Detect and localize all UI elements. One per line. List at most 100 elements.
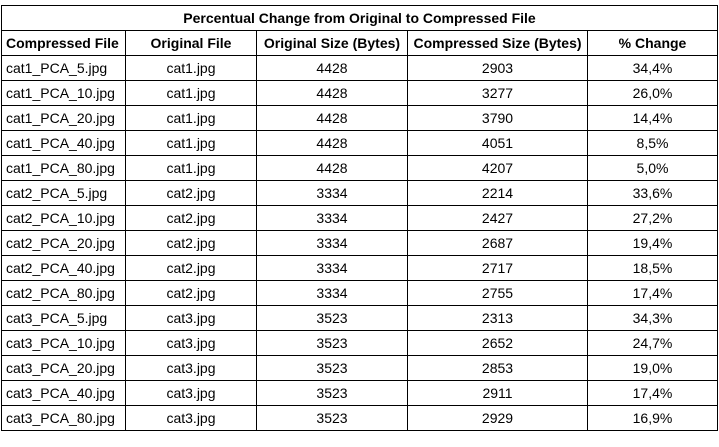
table-row: cat2_PCA_20.jpg cat2.jpg 3334 2687 19,4%: [1, 230, 718, 256]
cell-compressed-file: cat3_PCA_5.jpg: [1, 305, 126, 331]
cell-original-file: cat3.jpg: [125, 355, 257, 381]
cell-percent-change: 26,0%: [587, 80, 718, 106]
cell-percent-change: 16,9%: [587, 405, 718, 431]
cell-percent-change: 24,7%: [587, 330, 718, 356]
cell-percent-change: 5,0%: [587, 155, 718, 181]
cell-compressed-size: 2214: [407, 180, 588, 206]
table-row: cat2_PCA_80.jpg cat2.jpg 3334 2755 17,4%: [1, 280, 718, 306]
cell-compressed-size: 2427: [407, 205, 588, 231]
cell-compressed-file: cat1_PCA_5.jpg: [1, 55, 126, 81]
cell-compressed-file: cat1_PCA_20.jpg: [1, 105, 126, 131]
cell-compressed-size: 4207: [407, 155, 588, 181]
cell-original-size: 3523: [256, 405, 408, 431]
cell-original-size: 4428: [256, 155, 408, 181]
cell-compressed-file: cat2_PCA_5.jpg: [1, 180, 126, 206]
cell-percent-change: 19,4%: [587, 230, 718, 256]
cell-compressed-size: 2652: [407, 330, 588, 356]
cell-original-size: 4428: [256, 105, 408, 131]
cell-percent-change: 17,4%: [587, 280, 718, 306]
cell-original-size: 4428: [256, 55, 408, 81]
table-row: cat2_PCA_5.jpg cat2.jpg 3334 2214 33,6%: [1, 180, 718, 206]
cell-original-size: 3334: [256, 205, 408, 231]
cell-original-size: 4428: [256, 130, 408, 156]
cell-compressed-size: 2929: [407, 405, 588, 431]
table-row: cat1_PCA_20.jpg cat1.jpg 4428 3790 14,4%: [1, 105, 718, 131]
table-row: cat2_PCA_40.jpg cat2.jpg 3334 2717 18,5%: [1, 255, 718, 281]
cell-original-size: 3334: [256, 255, 408, 281]
cell-compressed-file: cat1_PCA_40.jpg: [1, 130, 126, 156]
cell-original-file: cat1.jpg: [125, 105, 257, 131]
header-compressed-file: Compressed File: [1, 30, 126, 56]
header-original-size: Original Size (Bytes): [256, 30, 408, 56]
cell-original-size: 3334: [256, 230, 408, 256]
cell-compressed-file: cat1_PCA_10.jpg: [1, 80, 126, 106]
table-row: cat3_PCA_10.jpg cat3.jpg 3523 2652 24,7%: [1, 330, 718, 356]
cell-original-file: cat1.jpg: [125, 55, 257, 81]
cell-original-size: 4428: [256, 80, 408, 106]
cell-compressed-size: 2911: [407, 380, 588, 406]
cell-compressed-file: cat3_PCA_10.jpg: [1, 330, 126, 356]
cell-original-file: cat1.jpg: [125, 80, 257, 106]
cell-percent-change: 19,0%: [587, 355, 718, 381]
cell-percent-change: 14,4%: [587, 105, 718, 131]
table-row: cat1_PCA_80.jpg cat1.jpg 4428 4207 5,0%: [1, 155, 718, 181]
cell-original-file: cat3.jpg: [125, 405, 257, 431]
table-row: cat3_PCA_40.jpg cat3.jpg 3523 2911 17,4%: [1, 380, 718, 406]
table-row: cat3_PCA_80.jpg cat3.jpg 3523 2929 16,9%: [1, 405, 718, 431]
cell-compressed-file: cat3_PCA_80.jpg: [1, 405, 126, 431]
cell-compressed-size: 4051: [407, 130, 588, 156]
cell-original-size: 3523: [256, 305, 408, 331]
cell-percent-change: 34,4%: [587, 55, 718, 81]
cell-original-size: 3334: [256, 180, 408, 206]
cell-compressed-size: 2687: [407, 230, 588, 256]
cell-percent-change: 34,3%: [587, 305, 718, 331]
table-row: cat3_PCA_5.jpg cat3.jpg 3523 2313 34,3%: [1, 305, 718, 331]
table-row: cat2_PCA_10.jpg cat2.jpg 3334 2427 27,2%: [1, 205, 718, 231]
cell-original-file: cat2.jpg: [125, 280, 257, 306]
cell-original-file: cat3.jpg: [125, 330, 257, 356]
cell-original-size: 3523: [256, 355, 408, 381]
table-row: cat3_PCA_20.jpg cat3.jpg 3523 2853 19,0%: [1, 355, 718, 381]
cell-percent-change: 8,5%: [587, 130, 718, 156]
cell-original-file: cat3.jpg: [125, 380, 257, 406]
cell-percent-change: 33,6%: [587, 180, 718, 206]
cell-original-file: cat1.jpg: [125, 155, 257, 181]
cell-original-file: cat1.jpg: [125, 130, 257, 156]
cell-compressed-file: cat1_PCA_80.jpg: [1, 155, 126, 181]
cell-compressed-file: cat3_PCA_40.jpg: [1, 380, 126, 406]
cell-percent-change: 27,2%: [587, 205, 718, 231]
cell-original-file: cat2.jpg: [125, 180, 257, 206]
cell-original-file: cat2.jpg: [125, 255, 257, 281]
cell-original-file: cat2.jpg: [125, 230, 257, 256]
header-compressed-size: Compressed Size (Bytes): [407, 30, 588, 56]
cell-compressed-size: 3790: [407, 105, 588, 131]
title-row: Percentual Change from Original to Compr…: [1, 5, 718, 31]
cell-compressed-size: 3277: [407, 80, 588, 106]
cell-compressed-file: cat2_PCA_20.jpg: [1, 230, 126, 256]
cell-compressed-size: 2313: [407, 305, 588, 331]
table-body: cat1_PCA_5.jpg cat1.jpg 4428 2903 34,4% cat1_…: [1, 55, 718, 431]
cell-compressed-file: cat2_PCA_80.jpg: [1, 280, 126, 306]
table-title: Percentual Change from Original to Compr…: [1, 5, 718, 31]
cell-original-file: cat3.jpg: [125, 305, 257, 331]
header-original-file: Original File: [125, 30, 257, 56]
cell-compressed-size: 2853: [407, 355, 588, 381]
cell-original-size: 3334: [256, 280, 408, 306]
compression-table: Percentual Change from Original to Compr…: [1, 5, 718, 431]
cell-compressed-size: 2903: [407, 55, 588, 81]
cell-compressed-file: cat2_PCA_10.jpg: [1, 205, 126, 231]
header-percent-change: % Change: [587, 30, 718, 56]
cell-percent-change: 17,4%: [587, 380, 718, 406]
cell-compressed-size: 2755: [407, 280, 588, 306]
table-row: cat1_PCA_5.jpg cat1.jpg 4428 2903 34,4%: [1, 55, 718, 81]
cell-percent-change: 18,5%: [587, 255, 718, 281]
header-row: Compressed File Original File Original S…: [1, 30, 718, 56]
cell-compressed-file: cat2_PCA_40.jpg: [1, 255, 126, 281]
cell-original-file: cat2.jpg: [125, 205, 257, 231]
cell-original-size: 3523: [256, 380, 408, 406]
cell-original-size: 3523: [256, 330, 408, 356]
table-row: cat1_PCA_40.jpg cat1.jpg 4428 4051 8,5%: [1, 130, 718, 156]
cell-compressed-size: 2717: [407, 255, 588, 281]
table-row: cat1_PCA_10.jpg cat1.jpg 4428 3277 26,0%: [1, 80, 718, 106]
cell-compressed-file: cat3_PCA_20.jpg: [1, 355, 126, 381]
